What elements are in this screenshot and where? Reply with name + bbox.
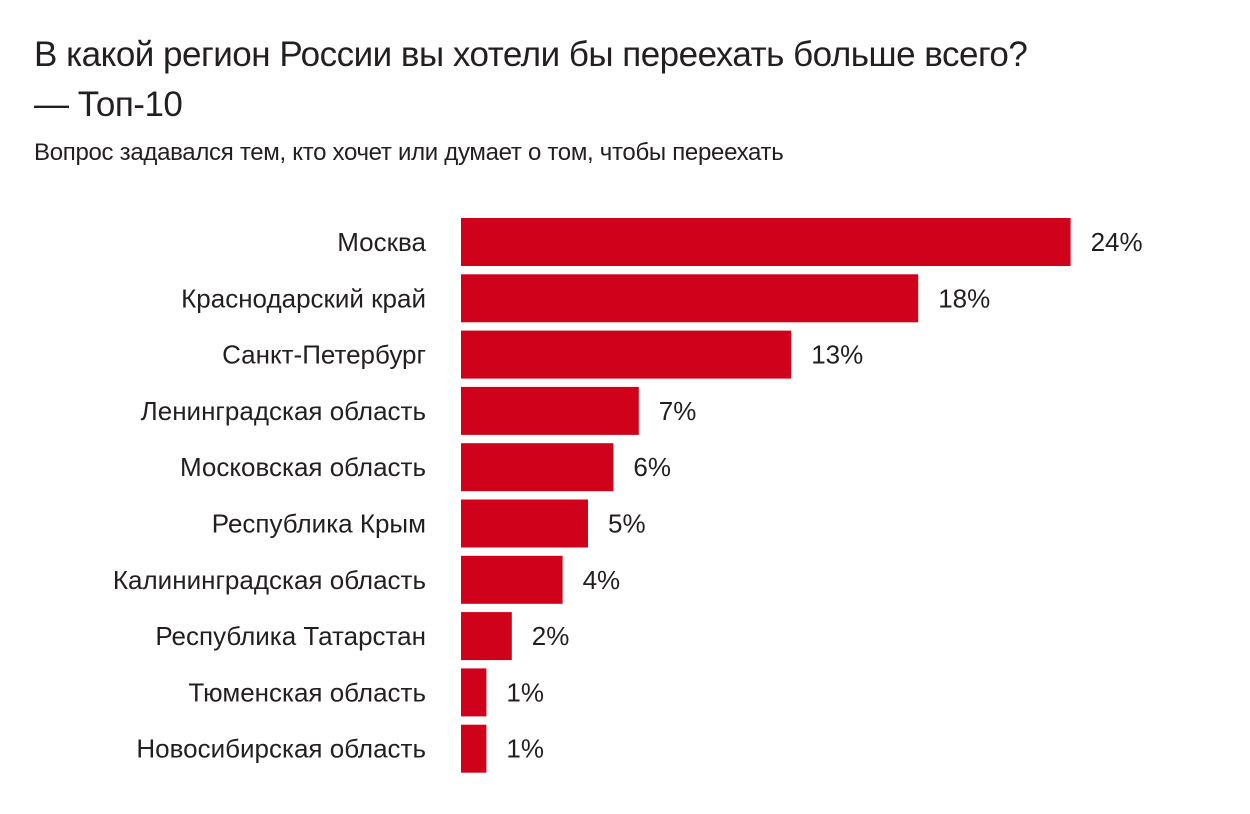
value-label-6: 5% <box>608 509 646 539</box>
bar-4 <box>461 386 639 435</box>
category-label-10: Новосибирская область <box>136 734 426 764</box>
bar-9 <box>461 668 487 717</box>
category-label-5: Московская область <box>180 452 426 482</box>
value-label-1: 24% <box>1091 227 1143 257</box>
value-label-8: 2% <box>532 621 570 651</box>
category-label-3: Санкт-Петербург <box>222 340 426 370</box>
value-label-9: 1% <box>506 677 544 707</box>
bar-1 <box>461 218 1071 266</box>
category-label-1: Москва <box>337 227 426 257</box>
category-label-9: Тюменская область <box>188 677 426 707</box>
bar-10 <box>461 724 487 773</box>
value-label-10: 1% <box>506 734 544 764</box>
bar-7 <box>461 555 563 604</box>
bar-6 <box>461 499 588 548</box>
category-label-2: Краснодарский край <box>181 283 426 313</box>
category-label-8: Республика Татарстан <box>155 621 426 651</box>
value-label-5: 6% <box>633 452 671 482</box>
value-label-7: 4% <box>583 565 621 595</box>
value-label-4: 7% <box>659 396 697 426</box>
bar-3 <box>461 330 792 379</box>
chart-title: В какой регион России вы хотели бы перее… <box>34 35 1028 124</box>
bar-5 <box>461 443 614 492</box>
category-label-7: Калининградская область <box>113 565 426 595</box>
bar-8 <box>461 612 512 661</box>
category-label-4: Ленинградская область <box>141 396 426 426</box>
chart-subtitle: Вопрос задавался тем, кто хочет или дума… <box>34 139 784 166</box>
value-label-3: 13% <box>811 340 863 370</box>
value-label-2: 18% <box>938 283 990 313</box>
bar-2 <box>461 274 919 323</box>
category-label-6: Республика Крым <box>212 509 426 539</box>
